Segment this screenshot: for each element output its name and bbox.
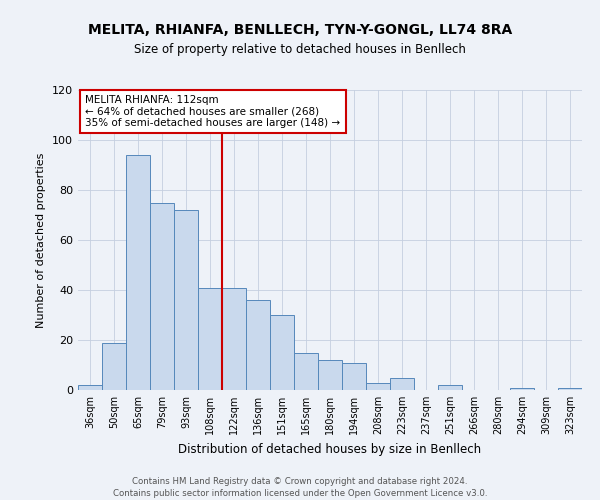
Bar — [390, 378, 414, 390]
Bar — [510, 388, 534, 390]
Text: Contains HM Land Registry data © Crown copyright and database right 2024.: Contains HM Land Registry data © Crown c… — [132, 478, 468, 486]
Bar — [438, 385, 462, 390]
Bar — [294, 352, 318, 390]
Bar — [222, 288, 246, 390]
Text: Size of property relative to detached houses in Benllech: Size of property relative to detached ho… — [134, 42, 466, 56]
Text: Contains public sector information licensed under the Open Government Licence v3: Contains public sector information licen… — [113, 489, 487, 498]
Bar — [78, 385, 102, 390]
X-axis label: Distribution of detached houses by size in Benllech: Distribution of detached houses by size … — [178, 442, 482, 456]
Bar — [150, 202, 174, 390]
Bar — [126, 155, 150, 390]
Bar — [366, 382, 390, 390]
Bar — [102, 342, 126, 390]
Y-axis label: Number of detached properties: Number of detached properties — [37, 152, 46, 328]
Bar — [270, 315, 294, 390]
Bar — [246, 300, 270, 390]
Bar — [198, 288, 222, 390]
Bar — [318, 360, 342, 390]
Text: MELITA RHIANFA: 112sqm
← 64% of detached houses are smaller (268)
35% of semi-de: MELITA RHIANFA: 112sqm ← 64% of detached… — [85, 95, 340, 128]
Bar — [174, 210, 198, 390]
Bar — [342, 362, 366, 390]
Text: MELITA, RHIANFA, BENLLECH, TYN-Y-GONGL, LL74 8RA: MELITA, RHIANFA, BENLLECH, TYN-Y-GONGL, … — [88, 22, 512, 36]
Bar — [558, 388, 582, 390]
